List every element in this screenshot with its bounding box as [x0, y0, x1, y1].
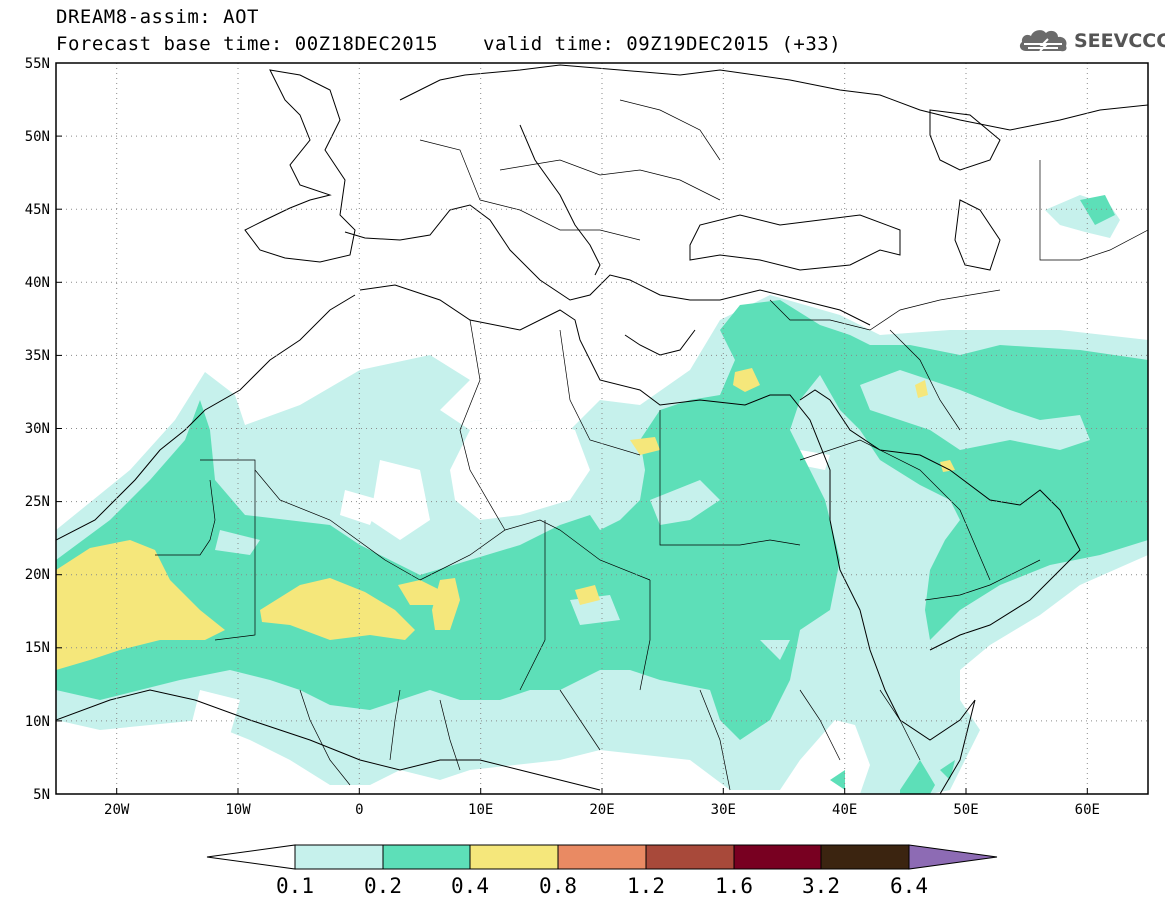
- lon-label: 20E: [589, 802, 614, 818]
- aot-band-0.4: [56, 368, 955, 670]
- colorbar-swatch: [645, 844, 735, 870]
- lon-label: 40E: [832, 802, 857, 818]
- country-borders: [155, 99, 1148, 791]
- coastlines: [56, 64, 1148, 794]
- forecast-base-time: Forecast base time: 00Z18DEC2015: [56, 33, 439, 55]
- lon-label: 60E: [1075, 802, 1100, 818]
- colorbar-swatch: [382, 844, 471, 870]
- colorbar-swatch: [733, 844, 822, 870]
- lon-label: 10E: [468, 802, 493, 818]
- colorbar-label: 1.6: [715, 874, 753, 898]
- colorbar-high-triangle: [908, 844, 998, 870]
- valid-time: valid time: 09Z19DEC2015 (+33): [483, 33, 842, 55]
- lon-label: 10W: [225, 802, 251, 818]
- map-title: DREAM8-assim: AOT: [56, 6, 259, 28]
- lat-label: 50N: [25, 129, 50, 145]
- graticule: [56, 63, 1148, 794]
- lat-label: 35N: [25, 348, 50, 364]
- lon-label: 30E: [711, 802, 736, 818]
- colorbar-label: 0.8: [539, 874, 577, 898]
- colorbar-label: 0.1: [276, 874, 314, 898]
- lat-label: 45N: [25, 202, 50, 218]
- cloud-logo-icon: [1019, 30, 1067, 52]
- lon-label: 20W: [104, 802, 130, 818]
- seevccc-logo: SEEVCCC: [1018, 26, 1165, 56]
- lat-label: 20N: [25, 567, 50, 583]
- colorbar-swatch: [820, 844, 910, 870]
- aot-field: [56, 63, 1148, 794]
- colorbar-swatch: [469, 844, 559, 870]
- latitude-labels: 55N 50N 45N 40N 35N 30N 25N 20N 15N 10N …: [25, 56, 50, 803]
- colorbar: [206, 844, 998, 870]
- colorbar-label: 6.4: [890, 874, 928, 898]
- lat-label: 30N: [25, 421, 50, 437]
- lat-label: 10N: [25, 714, 50, 730]
- lat-label: 5N: [33, 787, 50, 803]
- colorbar-label: 1.2: [627, 874, 665, 898]
- lon-label: 0: [355, 802, 363, 818]
- colorbar-label: 0.2: [364, 874, 402, 898]
- lat-label: 40N: [25, 275, 50, 291]
- lon-label: 50E: [953, 802, 978, 818]
- lat-label: 25N: [25, 494, 50, 510]
- colorbar-low-triangle: [206, 844, 296, 870]
- logo-text: SEEVCCC: [1074, 30, 1165, 52]
- colorbar-label: 0.4: [451, 874, 489, 898]
- colorbar-swatch: [557, 844, 647, 870]
- colorbar-labels: 0.1 0.2 0.4 0.8 1.2 1.6 3.2 6.4: [276, 874, 928, 898]
- lat-label: 55N: [25, 56, 50, 72]
- longitude-labels: 20W 10W 0 10E 20E 30E 40E 50E 60E: [104, 802, 1100, 818]
- colorbar-swatch: [294, 844, 384, 870]
- axis-ticks: [56, 62, 1088, 795]
- colorbar-label: 3.2: [802, 874, 840, 898]
- lat-label: 15N: [25, 640, 50, 656]
